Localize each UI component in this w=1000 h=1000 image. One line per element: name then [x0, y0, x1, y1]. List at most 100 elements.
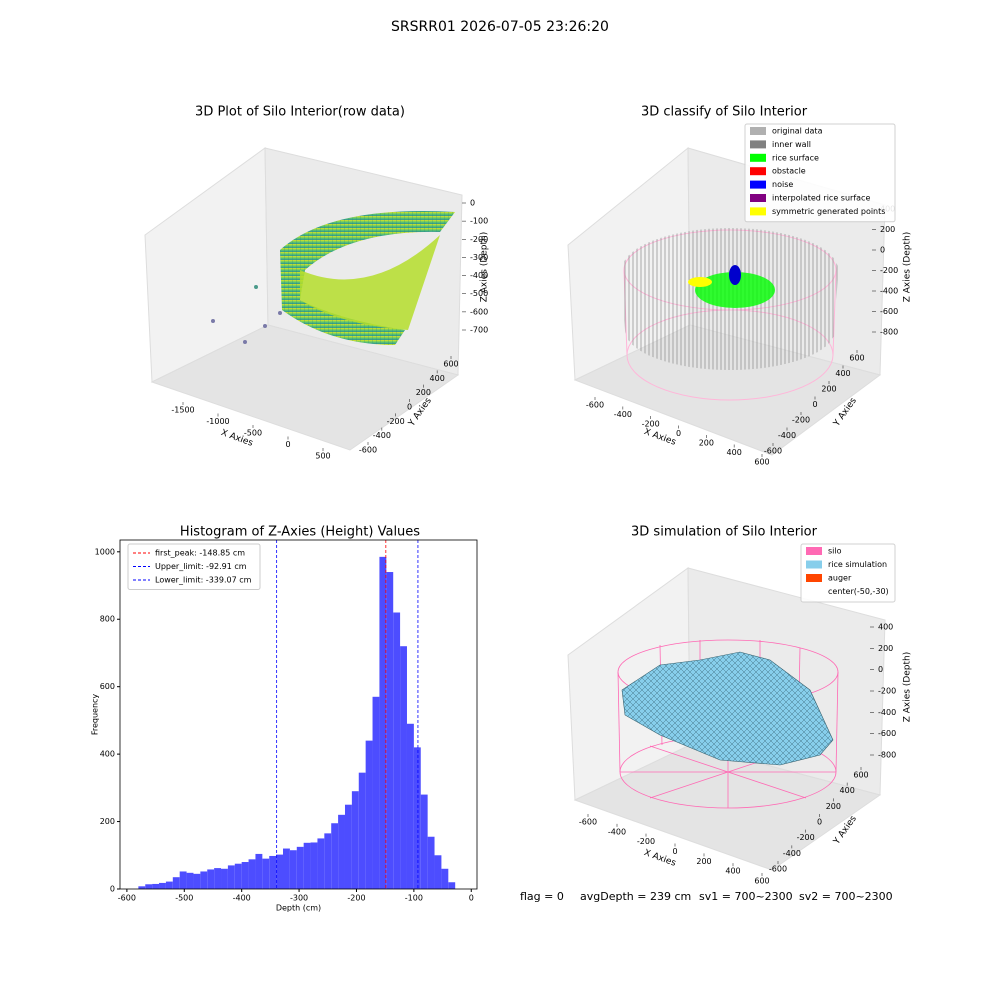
z-tick-label: -600 [470, 307, 488, 316]
y-tick-label: -200 [797, 833, 815, 842]
legend-label: silo [828, 547, 842, 556]
x-tick-label: 200 [699, 439, 714, 448]
bar [351, 791, 359, 889]
legend-swatch [750, 153, 766, 162]
y-tick-label: -200 [387, 417, 405, 426]
bar [193, 873, 201, 889]
legend-swatch [750, 140, 766, 149]
y-tick-label: -600 [769, 865, 787, 874]
y-tick-label: 200 [821, 385, 836, 394]
footer-text: avgDepth = 239 cm [580, 890, 691, 903]
z-tick-label: -600 [878, 729, 896, 738]
legend-label: original data [772, 127, 823, 136]
legend-label: rice simulation [828, 560, 887, 569]
legend-box [744, 123, 896, 223]
legend-swatch [750, 180, 766, 189]
x-tick-label: -300 [290, 894, 308, 903]
x-tick-label: 600 [754, 458, 769, 467]
x-tick-label: -100 [405, 894, 423, 903]
z-tick-label: -200 [880, 266, 898, 275]
z-tick-label: -200 [878, 687, 896, 696]
y-tick-label: 800 [100, 615, 115, 624]
legend-swatch [806, 547, 822, 555]
z-tick-label: 0 [880, 246, 885, 255]
chart-title: 3D Plot of Silo Interior(row data) [195, 105, 405, 120]
plot-frame [119, 539, 478, 890]
x-tick-label: 0 [469, 894, 474, 903]
bar [338, 814, 345, 889]
bar [227, 865, 235, 889]
bar [269, 855, 277, 889]
legend-swatch [750, 167, 766, 176]
z-tick-label: -200 [470, 235, 488, 244]
y-tick-label: 200 [416, 388, 431, 397]
z-tick-label: -300 [470, 253, 488, 262]
y-tick-label: -400 [373, 431, 391, 440]
x-tick-label: 400 [727, 448, 742, 457]
y-tick-label: -400 [783, 849, 801, 858]
x-tick-label: 0 [672, 847, 677, 856]
x-tick-label: -400 [608, 827, 626, 836]
z-tick-label: 200 [878, 644, 893, 653]
y-tick-label: 400 [835, 369, 850, 378]
footer-text: sv2 = 700~2300 [799, 890, 893, 903]
x-tick-label: -600 [118, 894, 136, 903]
z-tick-label: -500 [470, 289, 488, 298]
bar [221, 868, 228, 889]
y-tick-label: 600 [100, 682, 115, 691]
bar [344, 804, 352, 889]
legend-swatch [750, 207, 766, 216]
bar [441, 868, 449, 889]
z-tick-label: -400 [878, 708, 896, 717]
bar [386, 572, 394, 889]
y-tick-label: 600 [853, 771, 868, 780]
bar [152, 883, 160, 889]
bar [145, 884, 153, 889]
z-tick-label: -400 [470, 271, 488, 280]
z-tick-label: -800 [878, 751, 896, 760]
z-axis-label: Z Axies (Depth) [903, 652, 913, 723]
bar [434, 855, 442, 889]
x-tick-label: 200 [696, 857, 711, 866]
x-tick-label: -1000 [206, 417, 229, 426]
legend-label: rice surface [772, 153, 819, 162]
legend-label: Upper_limit: -92.91 cm [155, 562, 247, 571]
bar [310, 842, 318, 889]
legend-label: noise [772, 180, 793, 189]
bar [406, 723, 414, 889]
x-tick-label: -200 [637, 837, 655, 846]
bar [324, 833, 332, 889]
x-tick-label: -400 [614, 410, 632, 419]
y-tick-label: -600 [359, 446, 377, 455]
legend-label: interpolated rice surface [772, 194, 870, 203]
bar [214, 868, 222, 889]
y-tick-label: -600 [764, 447, 782, 456]
x-tick-label: 400 [725, 867, 740, 876]
x-axis-label: X Axies [642, 427, 677, 448]
panel-box [144, 147, 463, 451]
legend-swatch [750, 127, 766, 135]
legend-swatch [750, 194, 766, 202]
z-tick-label: 0 [878, 665, 883, 674]
legend-label: first_peak: -148.85 cm [155, 549, 245, 558]
legend-label: center(-50,-30) [828, 587, 889, 596]
bar [248, 859, 256, 889]
z-tick-label: -800 [880, 328, 898, 337]
x-tick-label: -200 [347, 894, 365, 903]
bar [317, 838, 325, 889]
bar [393, 612, 401, 889]
y-tick-label: -400 [778, 431, 796, 440]
bar [234, 863, 242, 889]
y-tick-label: 200 [826, 802, 841, 811]
legend-swatch [806, 560, 822, 569]
bar [331, 823, 339, 889]
figure-title: SRSRR01 2026-07-05 23:26:20 [391, 19, 609, 35]
x-tick-label: -600 [586, 401, 604, 410]
bar [241, 862, 249, 889]
y-tick-label: 400 [430, 374, 445, 383]
legend-label: symmetric generated points [772, 207, 885, 216]
legend-box [127, 543, 261, 590]
legend-label: auger [828, 574, 852, 583]
bar [276, 854, 284, 889]
